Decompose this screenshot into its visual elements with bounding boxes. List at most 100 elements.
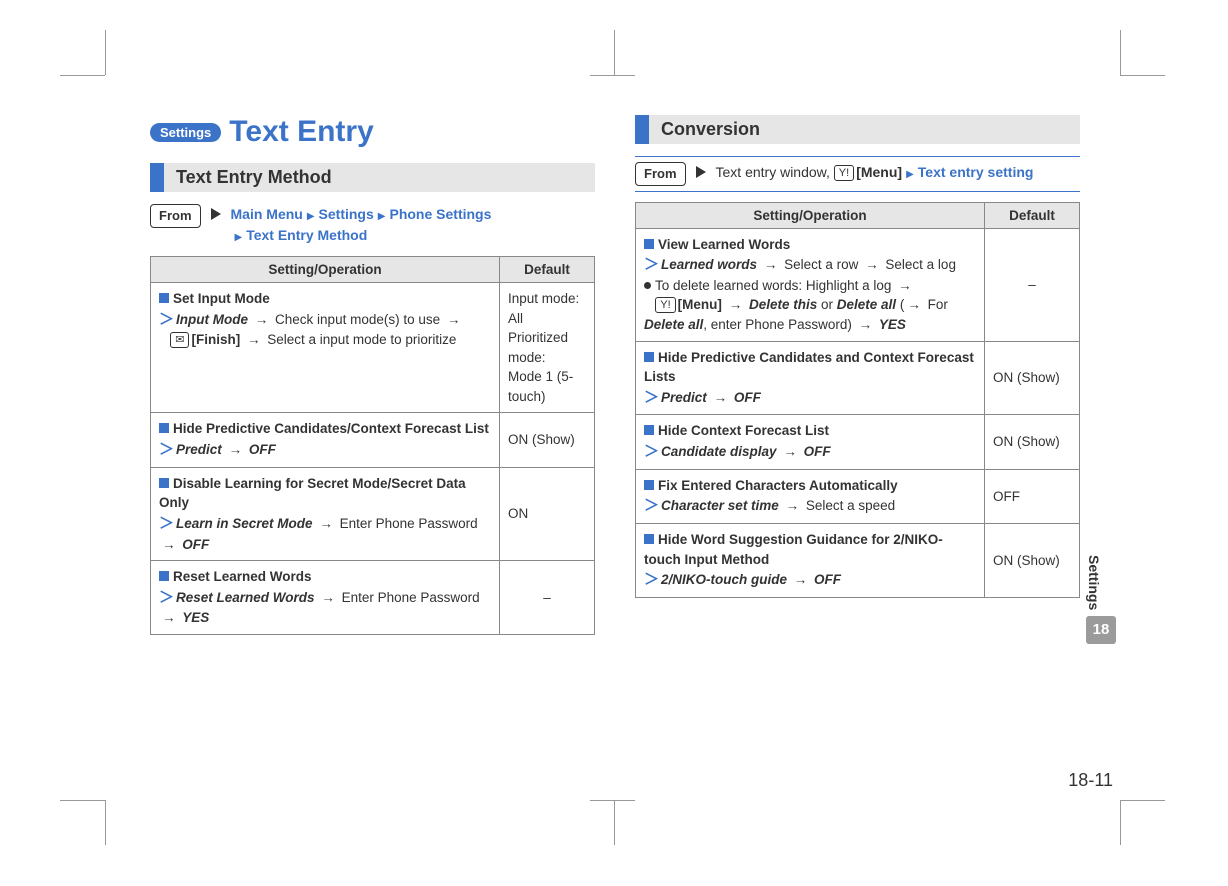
op-lead: Candidate display [661, 444, 777, 459]
op-text: For [928, 297, 948, 312]
op-text: Select a input mode to prioritize [267, 332, 456, 347]
left-column: Settings Text Entry Text Entry Method Fr… [150, 115, 595, 635]
setting-title: Hide Predictive Candidates/Context Forec… [173, 421, 489, 436]
breadcrumb-item: Main Menu [231, 206, 303, 222]
op-off: OFF [249, 442, 276, 457]
setting-cell: Hide Context Forecast List ＞Candidate di… [636, 415, 985, 469]
op-off: OFF [734, 390, 761, 405]
default-cell: – [500, 561, 595, 635]
square-bullet-icon [644, 534, 654, 544]
default-text: All [508, 311, 523, 326]
setting-cell: Hide Word Suggestion Guidance for 2/NIKO… [636, 524, 985, 598]
default-cell: ON (Show) [985, 341, 1080, 415]
op-lead: Reset Learned Words [176, 590, 315, 605]
table-row: Hide Word Suggestion Guidance for 2/NIKO… [636, 524, 1080, 598]
default-cell: ON [500, 467, 595, 560]
bullet-icon [644, 282, 651, 289]
op-text: Enter Phone Password [340, 516, 478, 531]
setting-title: Fix Entered Characters Automatically [658, 478, 898, 493]
chevron-icon: ＞ [644, 497, 659, 514]
content-area: Settings Text Entry Text Entry Method Fr… [150, 115, 1080, 635]
table-row: Fix Entered Characters Automatically ＞Ch… [636, 469, 1080, 523]
default-cell: ON (Show) [985, 415, 1080, 469]
op-text: Check input mode(s) to use [275, 312, 440, 327]
from-capsule: From [635, 162, 686, 186]
crop-mark [1120, 75, 1165, 76]
square-bullet-icon [159, 293, 169, 303]
crop-mark [105, 30, 106, 75]
op-text: Select a row [784, 257, 858, 272]
op-ital: Delete this [749, 297, 817, 312]
crop-mark [614, 800, 615, 845]
square-bullet-icon [644, 352, 654, 362]
crop-mark [590, 800, 635, 801]
chevron-icon: ＞ [644, 443, 659, 460]
setting-cell: Reset Learned Words ＞Reset Learned Words… [151, 561, 500, 635]
op-text: , enter Phone Password) [703, 317, 852, 332]
col-header-setting: Setting/Operation [151, 257, 500, 283]
op-ital: Delete all [837, 297, 896, 312]
col-header-setting: Setting/Operation [636, 202, 985, 228]
setting-title: Hide Word Suggestion Guidance for 2/NIKO… [644, 532, 943, 567]
breadcrumb-text: Main MenuSettingsPhone SettingsText Entr… [231, 204, 492, 246]
col-header-default: Default [985, 202, 1080, 228]
default-cell: – [985, 228, 1080, 341]
default-text: Mode 1 (5-touch) [508, 369, 573, 404]
op-off: YES [879, 317, 906, 332]
from-row-right: From Text entry window, Y![Menu]Text ent… [635, 156, 1080, 192]
setting-cell: Hide Predictive Candidates/Context Forec… [151, 413, 500, 467]
key-label: [Finish] [191, 332, 240, 347]
crop-mark [614, 30, 615, 75]
crop-mark [1120, 800, 1165, 801]
settings-table-right: Setting/Operation Default View Learned W… [635, 202, 1080, 598]
from-plain-text: Text entry window, [716, 164, 830, 180]
table-row: Set Input Mode ＞Input Mode Check input m… [151, 283, 595, 413]
side-tab: Settings 18 [1086, 555, 1116, 644]
page-title-row: Settings Text Entry [150, 115, 595, 149]
settings-table-left: Setting/Operation Default Set Input Mode… [150, 256, 595, 635]
crop-mark [60, 800, 105, 801]
crop-mark [1120, 800, 1121, 845]
page-root: Settings Text Entry Text Entry Method Fr… [0, 0, 1228, 886]
setting-cell: Set Input Mode ＞Input Mode Check input m… [151, 283, 500, 413]
crop-mark [590, 75, 635, 76]
op-lead: Predict [176, 442, 222, 457]
table-row: Hide Predictive Candidates/Context Forec… [151, 413, 595, 467]
table-row: Hide Predictive Candidates and Context F… [636, 341, 1080, 415]
table-row: Reset Learned Words ＞Reset Learned Words… [151, 561, 595, 635]
from-arrow-icon [696, 166, 706, 178]
op-text: or [821, 297, 833, 312]
setting-cell: Fix Entered Characters Automatically ＞Ch… [636, 469, 985, 523]
chevron-icon: ＞ [644, 256, 659, 273]
crop-mark [1120, 30, 1121, 75]
table-row: Disable Learning for Secret Mode/Secret … [151, 467, 595, 560]
default-cell: ON (Show) [985, 524, 1080, 598]
op-lead: Input Mode [176, 312, 248, 327]
op-text: Select a log [885, 257, 956, 272]
page-title: Text Entry [229, 115, 373, 149]
square-bullet-icon [644, 425, 654, 435]
setting-title: Set Input Mode [173, 291, 270, 306]
op-off: OFF [804, 444, 831, 459]
breadcrumb-row: From Main MenuSettingsPhone SettingsText… [150, 204, 595, 246]
op-text: To delete learned words: Highlight a log [655, 278, 891, 293]
right-column: Conversion From Text entry window, Y![Me… [635, 115, 1080, 635]
crop-mark [60, 75, 105, 76]
op-off: YES [182, 610, 209, 625]
square-bullet-icon [159, 571, 169, 581]
setting-cell: Hide Predictive Candidates and Context F… [636, 341, 985, 415]
square-bullet-icon [644, 480, 654, 490]
square-bullet-icon [159, 478, 169, 488]
page-number: 18-11 [1068, 770, 1113, 791]
section-accent-bar [635, 115, 649, 144]
default-cell: Input mode: All Prioritized mode: Mode 1… [500, 283, 595, 413]
from-trail: Text entry setting [918, 164, 1034, 180]
table-row: Hide Context Forecast List ＞Candidate di… [636, 415, 1080, 469]
default-text: Input mode: [508, 291, 579, 306]
table-row: View Learned Words ＞Learned words Select… [636, 228, 1080, 341]
square-bullet-icon [159, 423, 169, 433]
y-key-icon: Y! [834, 165, 854, 181]
chevron-icon: ＞ [159, 515, 174, 532]
breadcrumb-item: Settings [319, 206, 374, 222]
breadcrumb-item: Text Entry Method [246, 227, 367, 243]
